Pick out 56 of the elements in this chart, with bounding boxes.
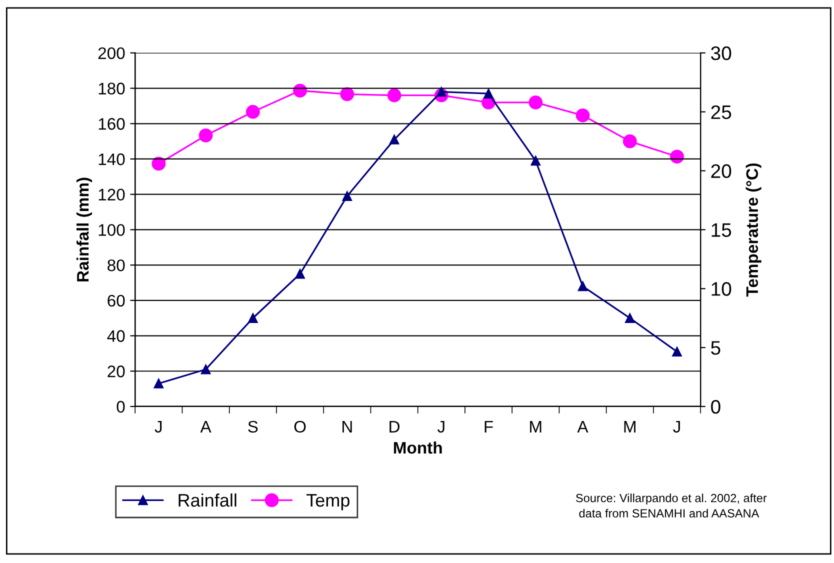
source-note: Source: Villarpando et al. 2002, after data from SENAMHI and AASANA xyxy=(576,494,767,518)
y-tick-label: 160 xyxy=(98,118,125,130)
x-axis-title: Month xyxy=(394,441,442,454)
point xyxy=(578,281,588,292)
x-tick-label: J xyxy=(437,420,444,433)
x-tick-label: A xyxy=(577,420,588,432)
x-tick-label: N xyxy=(342,420,352,432)
x-tick-label: S xyxy=(248,420,258,433)
y2-tick-label: 10 xyxy=(712,282,732,296)
x-tick-label: O xyxy=(294,420,306,433)
x-tick-label: J xyxy=(673,420,680,433)
point xyxy=(387,88,402,102)
point xyxy=(198,128,213,142)
y-tick-label: 80 xyxy=(108,259,125,272)
y2-tick-label: 30 xyxy=(711,46,732,60)
point xyxy=(200,364,211,374)
y-tick-label: 200 xyxy=(98,47,125,60)
y2-tick-label: 15 xyxy=(712,223,732,237)
point xyxy=(340,87,354,102)
y2-tick-label: 0 xyxy=(711,400,720,414)
point xyxy=(342,191,352,201)
point xyxy=(625,313,635,323)
y-tick-label: 40 xyxy=(107,330,125,342)
point xyxy=(246,104,260,119)
y-tick-label: 120 xyxy=(98,188,125,201)
point xyxy=(152,156,166,171)
point xyxy=(484,88,494,98)
point xyxy=(389,134,400,144)
y-tick-label: 100 xyxy=(98,224,125,236)
point xyxy=(154,378,164,388)
x-tick-label: J xyxy=(154,420,162,433)
point xyxy=(670,150,684,164)
legend-label: Temp xyxy=(306,494,350,510)
x-tick-label: D xyxy=(390,420,400,432)
point xyxy=(248,313,258,323)
x-tick-label: A xyxy=(200,420,212,432)
y2-tick-label: 5 xyxy=(711,341,720,355)
y2-axis-title: Temperature (°C) xyxy=(746,163,762,297)
point xyxy=(530,156,540,166)
point xyxy=(672,346,682,357)
legend-label: Rainfall xyxy=(178,493,236,507)
x-tick-label: F xyxy=(484,420,493,432)
x-tick-label: M xyxy=(530,420,542,432)
y-axis-title: Rainfall (mm) xyxy=(76,178,92,282)
point xyxy=(295,269,305,279)
point xyxy=(528,95,543,110)
point xyxy=(576,108,590,122)
y-tick-label: 180 xyxy=(98,82,125,94)
y-tick-label: 140 xyxy=(98,153,125,166)
y2-tick-label: 20 xyxy=(711,164,732,178)
y-tick-label: 60 xyxy=(108,294,125,307)
point xyxy=(622,134,637,148)
x-tick-label: M xyxy=(624,420,636,432)
y2-tick-label: 25 xyxy=(711,105,732,120)
y-tick-label: 20 xyxy=(108,366,125,378)
y-tick-label: 0 xyxy=(116,400,125,413)
